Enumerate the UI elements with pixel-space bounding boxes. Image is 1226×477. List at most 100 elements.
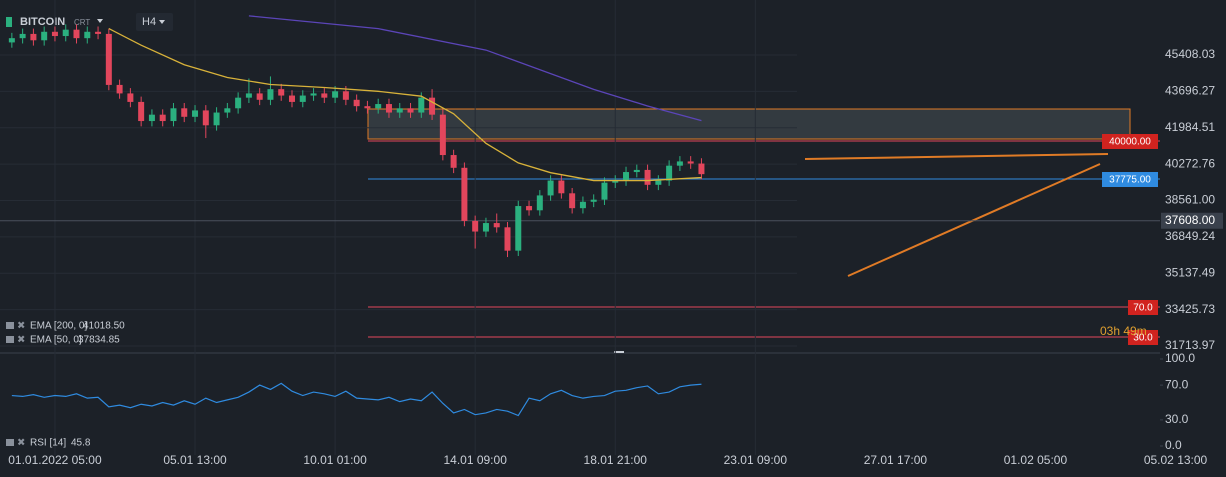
legend-close[interactable]: ✖ — [17, 335, 25, 346]
candle-body — [213, 112, 220, 126]
ema-line — [248, 15, 702, 122]
candle-body — [353, 99, 360, 107]
candle-body — [439, 114, 446, 156]
candle-body — [105, 33, 112, 85]
candle-body — [418, 97, 425, 113]
rsi-low-label: 30.0 — [1133, 333, 1153, 344]
candle-body — [256, 93, 263, 100]
legend-name: EMA [50, 0] — [30, 335, 82, 346]
level-label-bg — [1102, 134, 1158, 149]
trend-line[interactable] — [804, 153, 1109, 160]
candle-timer: 03h 49m — [1100, 324, 1147, 338]
timeframe-button[interactable] — [136, 13, 173, 31]
rsi-tick-label: 100.0 — [1165, 351, 1195, 365]
rsi-tick-label: 0.0 — [1165, 438, 1182, 452]
candle-body — [375, 104, 382, 109]
candle-body — [181, 108, 188, 117]
candle-body — [364, 106, 371, 109]
candle-body — [698, 163, 705, 175]
rsi-high-label: 70.0 — [1133, 303, 1153, 314]
legend-icon — [6, 439, 14, 446]
candle-body — [30, 33, 37, 41]
candle-body — [385, 104, 392, 113]
candle-body — [51, 31, 58, 37]
symbol[interactable]: BITCOIN — [20, 16, 65, 28]
rsi-value: 45.8 — [71, 438, 91, 449]
candle-body — [267, 89, 274, 100]
x-tick-label: 23.01 09:00 — [724, 453, 788, 467]
candle-body — [62, 29, 69, 37]
candle-body — [429, 97, 436, 115]
legend-value: 37834.85 — [78, 335, 120, 346]
rsi-tick-label: 70.0 — [1165, 377, 1189, 391]
candle-body — [8, 38, 15, 43]
candle-body — [493, 223, 500, 228]
pane-handle[interactable] — [614, 351, 624, 353]
y-tick-label: 38561.00 — [1165, 193, 1215, 207]
candle-body — [666, 165, 673, 181]
candle-body — [482, 223, 489, 232]
legend-name: EMA [200, 0] — [30, 321, 87, 332]
x-tick-label: 18.01 21:00 — [584, 453, 648, 467]
candle-body — [536, 195, 543, 211]
timeframe-dropdown[interactable] — [159, 20, 165, 24]
candle-body — [245, 93, 252, 98]
candle-body — [407, 108, 414, 113]
rsi-tick-label: 30.0 — [1165, 412, 1189, 426]
symbol-dropdown[interactable] — [97, 19, 103, 23]
candle-body — [579, 201, 586, 209]
last-price-label: 37608.00 — [1165, 213, 1215, 227]
candle-body — [202, 110, 209, 126]
x-tick-label: 01.01.2022 05:00 — [8, 453, 102, 467]
candle-body — [342, 91, 349, 100]
candle-body — [138, 101, 145, 122]
candle-body — [289, 95, 295, 102]
candle-body — [95, 31, 102, 34]
y-tick-label: 41984.51 — [1165, 120, 1215, 134]
candle-body — [224, 108, 231, 113]
x-tick-label: 05.02 13:00 — [1144, 453, 1208, 467]
legend-icon — [6, 322, 14, 329]
rsi-name: RSI [14] — [30, 438, 66, 449]
candle-body — [310, 93, 317, 96]
zone-rectangle[interactable] — [367, 108, 1131, 140]
y-tick-label: 45408.03 — [1165, 47, 1215, 61]
candle-body — [590, 199, 597, 202]
candle-body — [644, 169, 651, 185]
last-price-bg — [1161, 212, 1223, 229]
candle-body — [19, 33, 26, 39]
candle-body — [526, 206, 533, 211]
x-tick-label: 10.01 01:00 — [303, 453, 367, 467]
candle-body — [116, 84, 123, 94]
candle-body — [84, 31, 91, 39]
candle-body — [450, 155, 457, 168]
candle-body — [633, 169, 640, 173]
candle-body — [332, 91, 339, 98]
y-tick-label: 31713.97 — [1165, 338, 1215, 352]
candle-body — [321, 93, 328, 98]
candle-body — [461, 167, 468, 221]
candle-body — [192, 110, 199, 117]
legend-value: 41018.50 — [83, 321, 125, 332]
candle-body — [472, 220, 479, 232]
level-label-red: 40000.00 — [1109, 137, 1151, 148]
level-label-blue: 37775.00 — [1109, 175, 1151, 186]
trend-line[interactable] — [847, 163, 1101, 277]
candle-body — [569, 193, 576, 209]
rsi-label-bg — [1128, 330, 1158, 345]
timeframe[interactable]: H4 — [142, 16, 156, 28]
candle-body — [148, 114, 155, 122]
symbol-tag: CRT — [74, 18, 90, 27]
y-tick-label: 36849.24 — [1165, 229, 1215, 243]
candle-body — [655, 180, 662, 185]
rsi-label-bg — [1128, 300, 1158, 315]
y-tick-label: 35137.49 — [1165, 265, 1215, 279]
legend-close[interactable]: ✖ — [17, 321, 25, 332]
level-label-bg — [1102, 172, 1158, 187]
symbol-icon — [6, 17, 12, 27]
candle-body — [170, 108, 177, 122]
legend-close[interactable]: ✖ — [17, 438, 25, 449]
